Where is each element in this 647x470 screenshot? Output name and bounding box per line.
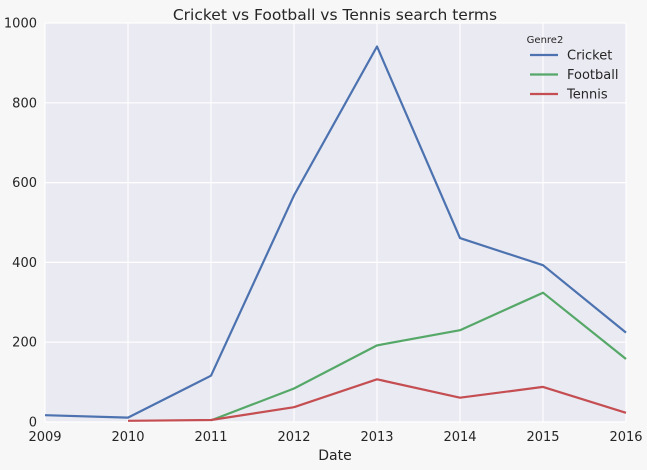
series-lines bbox=[44, 45, 627, 422]
y-tick-label: 600 bbox=[12, 176, 37, 191]
y-tick-label: 800 bbox=[12, 96, 37, 111]
x-tick-label: 2016 bbox=[609, 430, 642, 445]
series-line-cricket bbox=[44, 45, 627, 419]
grid-lines bbox=[44, 22, 627, 423]
legend-label-football: Football bbox=[567, 68, 618, 83]
x-tick-label: 2013 bbox=[360, 430, 393, 445]
legend-label-cricket: Cricket bbox=[567, 49, 612, 64]
plot-area bbox=[45, 23, 626, 422]
legend-label-tennis: Tennis bbox=[566, 88, 608, 103]
y-tick-label: 1000 bbox=[4, 17, 37, 32]
chart-title: Cricket vs Football vs Tennis search ter… bbox=[173, 6, 497, 24]
x-tick-label: 2015 bbox=[526, 430, 559, 445]
x-tick-label: 2012 bbox=[277, 430, 310, 445]
tick-labels: 2009 2010 2011 2012 2013 2014 2015 2016 0 200 400 6… bbox=[4, 17, 643, 446]
x-tick-label: 2014 bbox=[443, 430, 476, 445]
x-tick-label: 2011 bbox=[194, 430, 227, 445]
x-axis-label: Date bbox=[318, 448, 351, 464]
series-line-football bbox=[210, 291, 627, 422]
y-tick-label: 400 bbox=[12, 256, 37, 271]
legend: Genre2 Cricket Football Tennis bbox=[527, 35, 619, 103]
y-tick-label: 0 bbox=[29, 416, 37, 431]
y-tick-label: 200 bbox=[12, 336, 37, 351]
legend-title: Genre2 bbox=[527, 35, 564, 46]
series-line-tennis bbox=[127, 378, 627, 422]
x-tick-label: 2010 bbox=[111, 430, 144, 445]
x-tick-label: 2009 bbox=[28, 430, 61, 445]
